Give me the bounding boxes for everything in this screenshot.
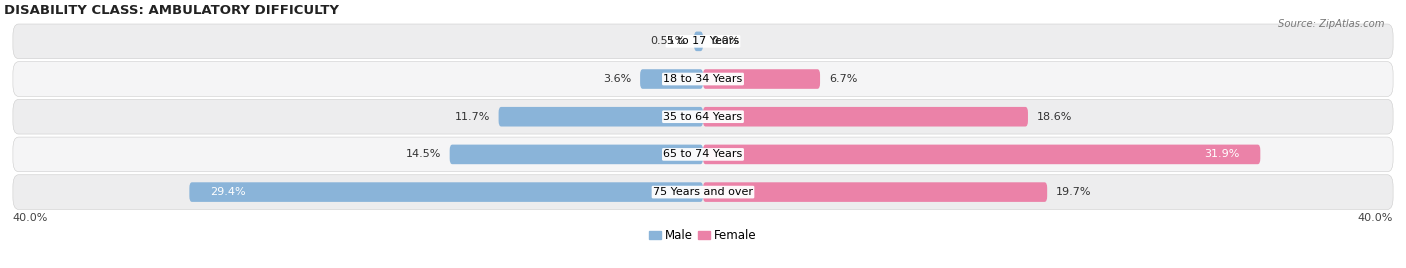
FancyBboxPatch shape (703, 145, 1260, 164)
Text: 19.7%: 19.7% (1056, 187, 1091, 197)
FancyBboxPatch shape (13, 99, 1393, 134)
Text: DISABILITY CLASS: AMBULATORY DIFFICULTY: DISABILITY CLASS: AMBULATORY DIFFICULTY (4, 4, 339, 17)
Text: 31.9%: 31.9% (1204, 149, 1239, 159)
Text: 6.7%: 6.7% (828, 74, 858, 84)
Text: 35 to 64 Years: 35 to 64 Years (664, 112, 742, 122)
Text: 0.51%: 0.51% (650, 36, 685, 46)
Text: 40.0%: 40.0% (13, 213, 48, 223)
Text: 75 Years and over: 75 Years and over (652, 187, 754, 197)
Legend: Male, Female: Male, Female (645, 224, 761, 247)
FancyBboxPatch shape (695, 32, 703, 51)
FancyBboxPatch shape (190, 182, 703, 202)
Text: 65 to 74 Years: 65 to 74 Years (664, 149, 742, 159)
FancyBboxPatch shape (13, 62, 1393, 96)
Text: 14.5%: 14.5% (405, 149, 441, 159)
Text: 5 to 17 Years: 5 to 17 Years (666, 36, 740, 46)
FancyBboxPatch shape (13, 137, 1393, 172)
Text: 29.4%: 29.4% (211, 187, 246, 197)
FancyBboxPatch shape (703, 107, 1028, 126)
FancyBboxPatch shape (703, 182, 1047, 202)
Text: 18 to 34 Years: 18 to 34 Years (664, 74, 742, 84)
Text: 3.6%: 3.6% (603, 74, 631, 84)
FancyBboxPatch shape (450, 145, 703, 164)
Text: Source: ZipAtlas.com: Source: ZipAtlas.com (1278, 19, 1385, 29)
Text: 18.6%: 18.6% (1036, 112, 1071, 122)
FancyBboxPatch shape (499, 107, 703, 126)
FancyBboxPatch shape (13, 175, 1393, 209)
Text: 40.0%: 40.0% (1358, 213, 1393, 223)
Text: 0.0%: 0.0% (711, 36, 740, 46)
Text: 11.7%: 11.7% (454, 112, 489, 122)
FancyBboxPatch shape (640, 69, 703, 89)
FancyBboxPatch shape (703, 69, 820, 89)
FancyBboxPatch shape (13, 24, 1393, 59)
